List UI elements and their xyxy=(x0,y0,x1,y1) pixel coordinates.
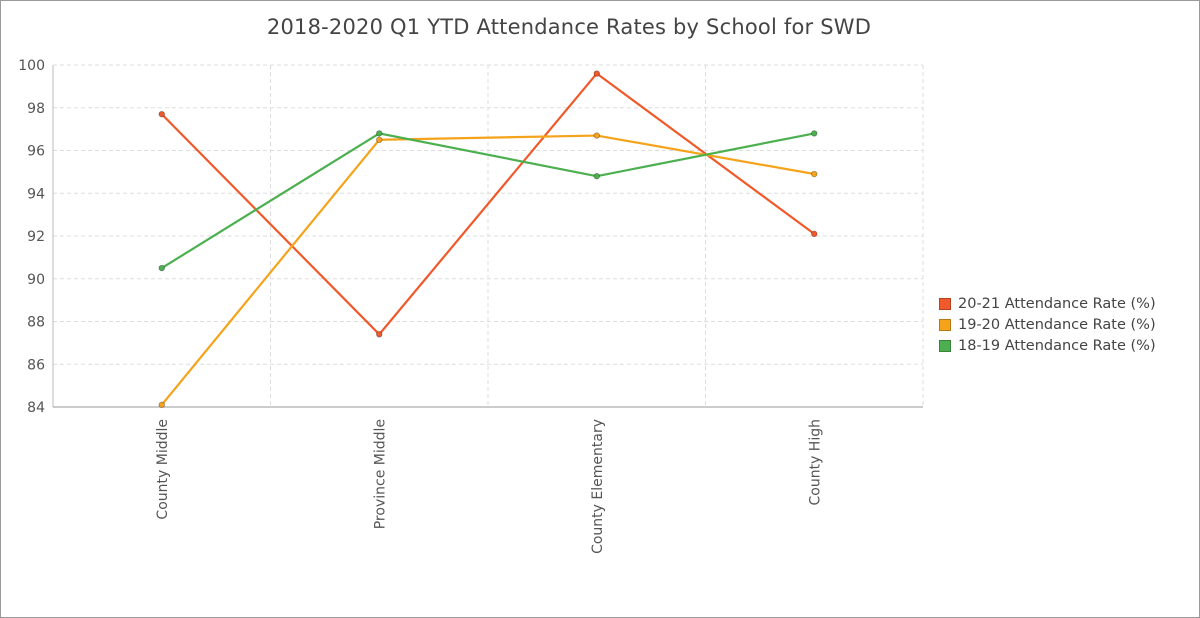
data-point[interactable] xyxy=(158,401,165,409)
data-point[interactable] xyxy=(158,264,165,272)
legend-label: 20-21 Attendance Rate (%) xyxy=(958,295,1156,312)
legend-item[interactable]: 20-21 Attendance Rate (%) xyxy=(939,293,1156,314)
chart-title: 2018-2020 Q1 YTD Attendance Rates by Sch… xyxy=(266,15,872,39)
y-tick-label: 92 xyxy=(27,229,45,245)
legend-swatch xyxy=(939,339,951,352)
y-tick-label: 94 xyxy=(27,186,45,202)
series-line xyxy=(161,132,815,269)
legend-label: 19-20 Attendance Rate (%) xyxy=(958,316,1156,333)
y-axis-tick-labels: 84 86 88 90 92 94 96 98 100 xyxy=(18,58,45,416)
x-tick-label: County Elementary xyxy=(590,419,606,554)
y-tick-label: 88 xyxy=(27,315,45,331)
data-point[interactable] xyxy=(376,136,383,144)
data-point[interactable] xyxy=(376,130,383,137)
legend-item[interactable]: 18-19 Attendance Rate (%) xyxy=(939,335,1156,356)
data-point[interactable] xyxy=(811,230,818,238)
legend-label: 18-19 Attendance Rate (%) xyxy=(958,337,1156,354)
axes xyxy=(52,65,923,408)
grid-lines xyxy=(53,64,924,407)
y-tick-label: 96 xyxy=(27,144,45,160)
legend: 20-21 Attendance Rate (%) 19-20 Attendanc… xyxy=(939,293,1156,356)
y-tick-label: 98 xyxy=(27,101,45,117)
x-tick-label: Province Middle xyxy=(372,419,388,529)
data-point[interactable] xyxy=(811,170,818,178)
y-tick-label: 84 xyxy=(27,400,45,416)
series-3 xyxy=(158,130,818,272)
y-tick-label: 100 xyxy=(18,58,45,74)
legend-swatch xyxy=(939,297,951,310)
data-point[interactable] xyxy=(811,130,818,137)
series-lines xyxy=(158,70,818,409)
data-point[interactable] xyxy=(593,70,600,77)
x-tick-label: County Middle xyxy=(155,419,171,520)
y-tick-label: 90 xyxy=(27,272,45,288)
data-point[interactable] xyxy=(158,110,165,118)
data-point[interactable] xyxy=(593,132,600,139)
series-line xyxy=(160,72,815,336)
data-point[interactable] xyxy=(593,172,600,180)
x-tick-label: County High xyxy=(807,419,823,506)
data-point[interactable] xyxy=(376,331,383,338)
legend-swatch xyxy=(939,318,951,331)
x-axis-tick-labels: County Middle Province Middle County Eleme… xyxy=(155,419,824,554)
legend-item[interactable]: 19-20 Attendance Rate (%) xyxy=(939,314,1156,335)
y-tick-label: 86 xyxy=(27,357,45,373)
